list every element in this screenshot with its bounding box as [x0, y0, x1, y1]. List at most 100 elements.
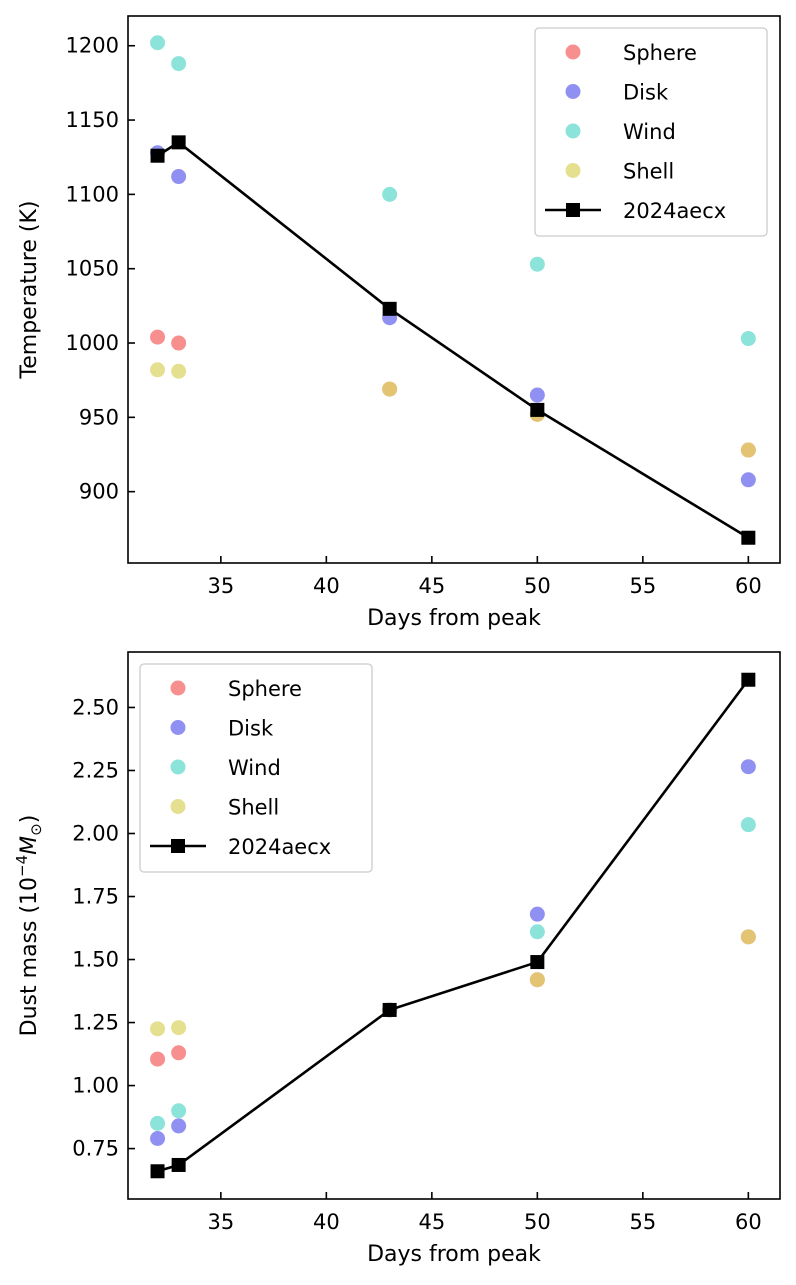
legend-label: 2024aecx [228, 835, 331, 859]
y-tick-label: 1200 [66, 34, 119, 58]
y-tick-label: 1050 [66, 257, 119, 281]
x-tick-label: 60 [735, 1210, 762, 1234]
legend-swatch-disk [170, 720, 186, 735]
point-sphere [150, 329, 166, 345]
x-tick-label: 40 [313, 1210, 340, 1234]
x-tick-label: 50 [524, 574, 551, 598]
legend-swatch-marker [566, 203, 580, 217]
legend-label: Wind [228, 756, 281, 780]
y-tick-label: 900 [79, 480, 119, 504]
legend-swatch-sphere [170, 680, 186, 696]
legend-swatch-sphere [565, 44, 581, 60]
x-tick-label: 55 [629, 574, 656, 598]
x-tick-label: 35 [207, 574, 234, 598]
y-axis-label-exponent: −4 [13, 855, 31, 877]
point-wind [382, 186, 398, 202]
legend-swatch-wind [565, 123, 581, 139]
y-tick-label: 1.00 [72, 1074, 119, 1098]
marker-2024aecx [150, 1164, 165, 1179]
legend-box [139, 663, 373, 873]
marker-2024aecx [171, 135, 186, 150]
y-axis-label-subscript: ⊙ [27, 823, 45, 836]
legend-swatch-shell [170, 799, 186, 814]
marker-2024aecx [150, 148, 165, 163]
point-disk [740, 472, 756, 488]
point-wind [740, 331, 756, 347]
y-axis-label: Dust mass (10−4M⊙) [13, 815, 45, 1037]
x-tick-label: 35 [207, 1210, 234, 1234]
legend-label: Shell [623, 160, 674, 184]
point-shell [171, 1020, 187, 1036]
point-shell [150, 362, 166, 378]
y-tick-label: 2.00 [72, 821, 119, 845]
y-tick-label: 1000 [66, 331, 119, 355]
y-tick-label: 0.75 [72, 1137, 119, 1161]
marker-2024aecx [171, 1157, 186, 1172]
x-tick-label: 55 [629, 1210, 656, 1234]
axes-frame [127, 651, 781, 1200]
marker-2024aecx [741, 530, 756, 545]
legend-label: Shell [228, 796, 279, 820]
point-wind [740, 817, 756, 833]
x-tick-label: 45 [418, 1210, 445, 1234]
point-shell [171, 363, 187, 379]
legend-swatch-disk [565, 84, 581, 99]
x-axis-label: Days from peak [367, 606, 541, 631]
x-tick-label: 60 [735, 574, 762, 598]
legend-label: Disk [228, 717, 274, 741]
legend-label: 2024aecx [623, 199, 726, 223]
point-sphere [150, 1051, 166, 1067]
x-tick-label: 50 [524, 1210, 551, 1234]
point-wind [150, 1115, 166, 1131]
legend-label: Disk [623, 81, 669, 105]
temperature-panel: 35 40 45 50 55 60 900 950 1000 1050 1100 1150 1200 Da… [17, 15, 781, 631]
y-tick-label: 1.25 [72, 1011, 119, 1035]
y-axis-label-text: Temperature (K) [17, 201, 42, 380]
y-tick-label: 950 [79, 405, 119, 429]
point-shell [529, 972, 545, 988]
marker-2024aecx [382, 1002, 397, 1017]
y-axis-label-close: ) [17, 815, 42, 824]
marker-2024aecx [741, 672, 756, 687]
dust-mass-panel: 35 40 45 50 55 60 0.75 1.00 1.25 1.50 1.75 2.00 2.25… [13, 651, 781, 1267]
legend-swatch-wind [170, 759, 186, 775]
point-disk [171, 1118, 187, 1134]
legend-label: Sphere [623, 41, 697, 65]
y-tick-label: 1.75 [72, 885, 119, 909]
legend-label: Sphere [228, 677, 302, 701]
y-tick-label: 2.50 [72, 695, 119, 719]
y-axis-label: Temperature (K) [17, 201, 42, 380]
y-tick-label: 2.25 [72, 758, 119, 782]
y-tick-label: 1150 [66, 108, 119, 132]
point-wind [529, 924, 545, 940]
point-shell [382, 381, 398, 397]
point-disk [150, 1131, 166, 1147]
point-sphere [171, 1045, 187, 1061]
point-disk [529, 906, 545, 922]
x-axis-label: Days from peak [367, 1242, 541, 1267]
marker-2024aecx [382, 301, 397, 316]
point-wind [150, 35, 166, 51]
point-disk [171, 169, 187, 185]
point-disk [740, 759, 756, 775]
x-tick-label: 40 [313, 574, 340, 598]
marker-2024aecx [530, 955, 545, 970]
point-wind [171, 1103, 187, 1119]
y-axis-label-text: Dust mass (10 [17, 877, 42, 1036]
y-tick-label: 1100 [66, 182, 119, 206]
point-sphere [171, 335, 187, 351]
point-disk [529, 387, 545, 403]
x-tick-label: 45 [418, 574, 445, 598]
y-axis-label-unit: M [17, 836, 42, 855]
marker-2024aecx [530, 402, 545, 417]
legend-label: Wind [623, 120, 676, 144]
legend-box [534, 27, 768, 237]
y-tick-label: 1.50 [72, 948, 119, 972]
point-wind [171, 56, 187, 72]
axes-frame [127, 15, 781, 564]
point-shell [150, 1021, 166, 1037]
point-shell [740, 442, 756, 458]
point-shell [740, 929, 756, 945]
point-wind [529, 256, 545, 272]
